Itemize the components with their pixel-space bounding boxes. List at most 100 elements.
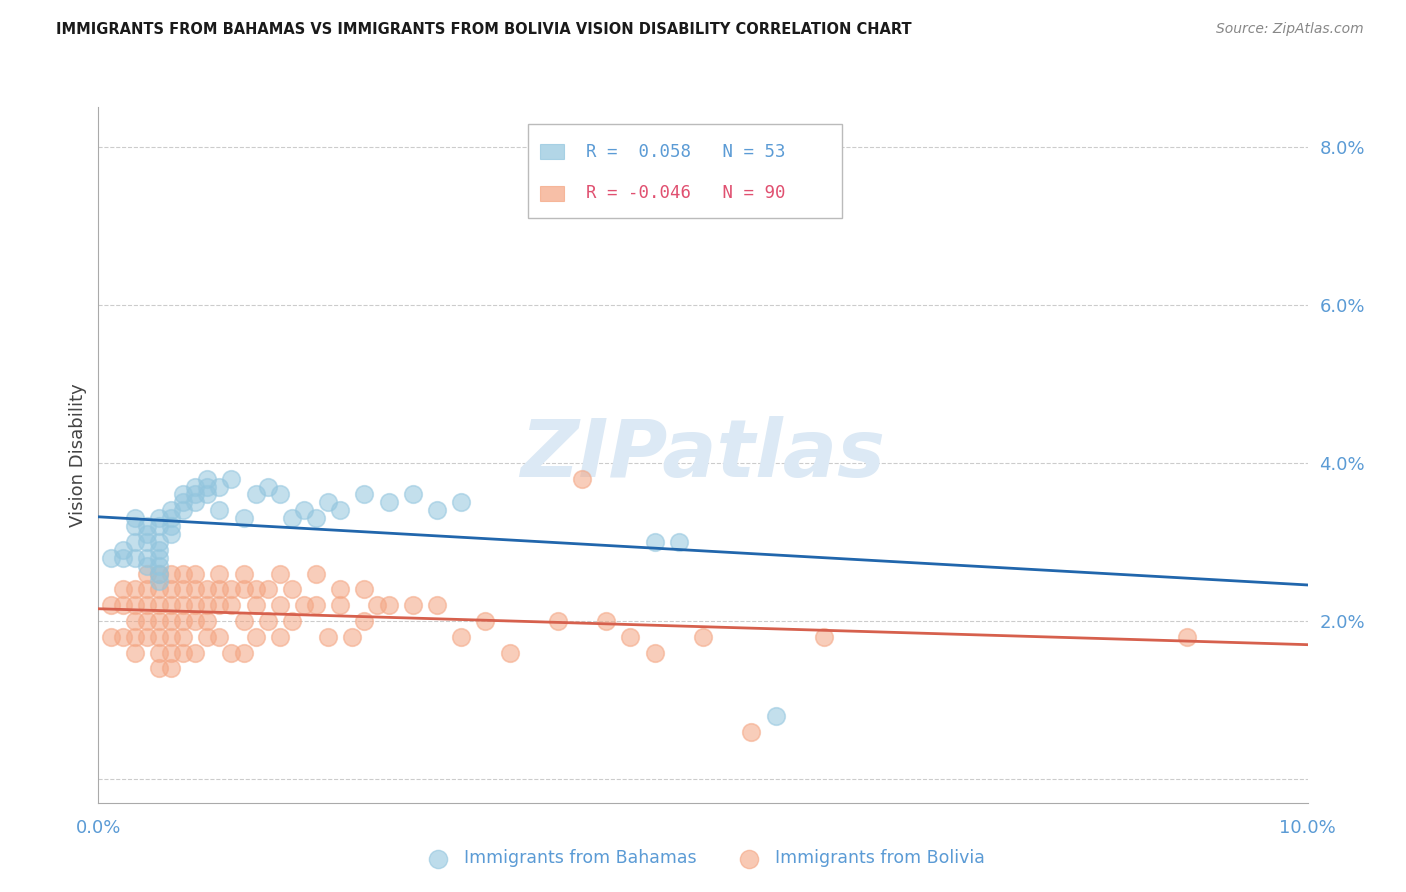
- Text: Source: ZipAtlas.com: Source: ZipAtlas.com: [1216, 22, 1364, 37]
- Point: [135, 527, 157, 541]
- Point: [172, 614, 194, 628]
- Point: [498, 646, 520, 660]
- Point: [1175, 630, 1198, 644]
- Point: [160, 511, 183, 525]
- Point: [111, 542, 134, 557]
- Point: [148, 582, 170, 597]
- Point: [148, 535, 170, 549]
- Point: [208, 566, 231, 581]
- Point: [184, 598, 207, 612]
- Point: [245, 598, 267, 612]
- Point: [813, 630, 835, 644]
- Point: [353, 487, 375, 501]
- Point: [160, 519, 183, 533]
- Point: [256, 582, 278, 597]
- Point: [208, 479, 231, 493]
- Point: [111, 582, 134, 597]
- Point: [124, 598, 146, 612]
- Point: [148, 614, 170, 628]
- Point: [195, 487, 218, 501]
- Point: [135, 535, 157, 549]
- Point: [148, 558, 170, 573]
- Point: [316, 495, 339, 509]
- Point: [111, 550, 134, 565]
- Point: [426, 503, 449, 517]
- Text: IMMIGRANTS FROM BAHAMAS VS IMMIGRANTS FROM BOLIVIA VISION DISABILITY CORRELATION: IMMIGRANTS FROM BAHAMAS VS IMMIGRANTS FR…: [56, 22, 912, 37]
- Point: [184, 582, 207, 597]
- Point: [292, 503, 315, 517]
- Point: [740, 724, 762, 739]
- Point: [184, 495, 207, 509]
- Point: [135, 582, 157, 597]
- Point: [195, 630, 218, 644]
- Point: [221, 598, 243, 612]
- Point: [195, 614, 218, 628]
- Point: [366, 598, 388, 612]
- Point: [100, 598, 122, 612]
- Point: [232, 614, 254, 628]
- Point: [172, 566, 194, 581]
- Point: [160, 527, 183, 541]
- Point: [148, 550, 170, 565]
- Point: [329, 598, 352, 612]
- Point: [160, 630, 183, 644]
- Point: [135, 614, 157, 628]
- Point: [329, 503, 352, 517]
- Point: [281, 511, 304, 525]
- Point: [172, 630, 194, 644]
- Point: [256, 479, 278, 493]
- Point: [221, 582, 243, 597]
- Point: [305, 598, 328, 612]
- Point: [353, 582, 375, 597]
- Point: [111, 630, 134, 644]
- Point: [111, 598, 134, 612]
- Point: [595, 614, 617, 628]
- Point: [668, 535, 690, 549]
- Point: [135, 550, 157, 565]
- Point: [619, 630, 641, 644]
- Point: [184, 479, 207, 493]
- Point: [148, 661, 170, 675]
- Point: [329, 582, 352, 597]
- Point: [232, 646, 254, 660]
- FancyBboxPatch shape: [540, 186, 564, 201]
- Point: [195, 582, 218, 597]
- Point: [124, 646, 146, 660]
- FancyBboxPatch shape: [540, 144, 564, 159]
- Point: [644, 646, 666, 660]
- Point: [148, 519, 170, 533]
- Point: [148, 630, 170, 644]
- Point: [148, 646, 170, 660]
- Point: [281, 582, 304, 597]
- Point: [160, 646, 183, 660]
- Point: [172, 598, 194, 612]
- Point: [172, 503, 194, 517]
- Point: [172, 487, 194, 501]
- Point: [208, 582, 231, 597]
- Point: [547, 614, 569, 628]
- Point: [100, 550, 122, 565]
- Point: [402, 598, 425, 612]
- Text: R =  0.058   N = 53: R = 0.058 N = 53: [586, 143, 785, 161]
- Point: [221, 472, 243, 486]
- Point: [160, 503, 183, 517]
- Point: [426, 598, 449, 612]
- Text: R = -0.046   N = 90: R = -0.046 N = 90: [586, 185, 785, 202]
- Point: [160, 614, 183, 628]
- FancyBboxPatch shape: [527, 124, 842, 219]
- Point: [148, 566, 170, 581]
- Point: [148, 574, 170, 589]
- Point: [245, 630, 267, 644]
- Point: [281, 614, 304, 628]
- Point: [377, 598, 399, 612]
- Point: [100, 630, 122, 644]
- Point: [692, 630, 714, 644]
- Point: [160, 598, 183, 612]
- Point: [644, 535, 666, 549]
- Point: [135, 519, 157, 533]
- Point: [172, 646, 194, 660]
- Point: [148, 542, 170, 557]
- Point: [377, 495, 399, 509]
- Point: [305, 566, 328, 581]
- Point: [135, 566, 157, 581]
